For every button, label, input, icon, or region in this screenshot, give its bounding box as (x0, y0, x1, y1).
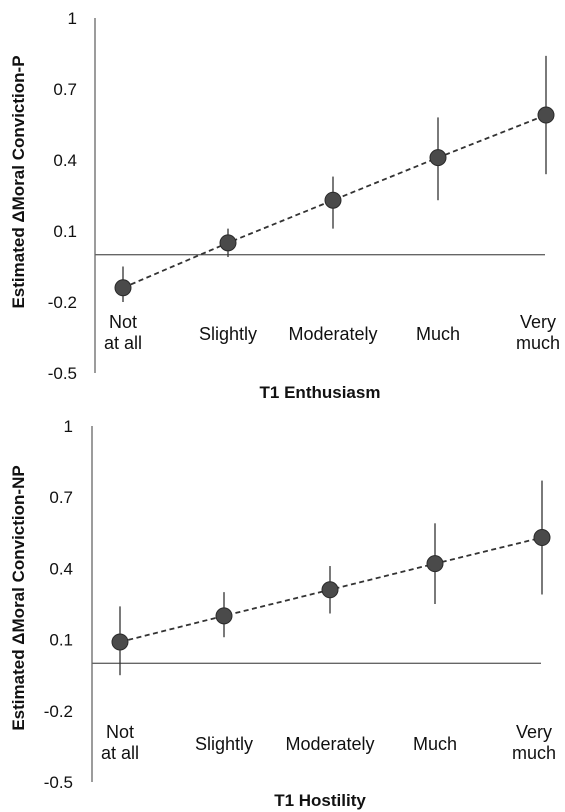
y-tick-label: 0.7 (53, 80, 77, 99)
data-point (114, 279, 132, 297)
y-tick-label: 0.4 (49, 559, 73, 578)
x-category-label: Slightly (195, 734, 253, 754)
x-category-label: at all (104, 333, 142, 353)
x-category-label: Much (413, 734, 457, 754)
x-category-label: Moderately (288, 324, 377, 344)
data-point (321, 581, 339, 599)
y-tick-label: 0.1 (53, 222, 77, 241)
x-category-label: Slightly (199, 324, 257, 344)
y-tick-label: -0.5 (48, 364, 77, 383)
x-category-label: Much (416, 324, 460, 344)
x-axis-label: T1 Enthusiasm (260, 383, 381, 402)
data-point (537, 106, 555, 124)
y-tick-label: -0.5 (44, 773, 73, 792)
x-category-label: much (512, 743, 556, 763)
x-category-label: Not (106, 722, 134, 742)
y-tick-label: 0.4 (53, 151, 77, 170)
y-tick-label: 1 (64, 417, 73, 436)
x-category-label: Very (516, 722, 552, 742)
data-point (426, 555, 444, 573)
data-point (324, 191, 342, 209)
y-axis-label: Estimated ΔMoral Conviction-NP (9, 465, 28, 730)
x-category-label: Very (520, 312, 556, 332)
data-point (215, 607, 233, 625)
x-axis-label: T1 Hostility (274, 791, 366, 810)
data-point (111, 633, 129, 651)
x-category-label: at all (101, 743, 139, 763)
y-tick-label: -0.2 (48, 293, 77, 312)
y-tick-label: 0.1 (49, 631, 73, 650)
y-tick-label: 1 (68, 9, 77, 28)
y-tick-label: 0.7 (49, 488, 73, 507)
x-category-label: Not (109, 312, 137, 332)
y-tick-label: -0.2 (44, 702, 73, 721)
data-point (533, 529, 551, 547)
data-point (219, 234, 237, 252)
data-point (429, 149, 447, 167)
x-category-label: Moderately (285, 734, 374, 754)
y-axis-label: Estimated ΔMoral Conviction-P (9, 55, 28, 308)
x-category-label: much (516, 333, 560, 353)
